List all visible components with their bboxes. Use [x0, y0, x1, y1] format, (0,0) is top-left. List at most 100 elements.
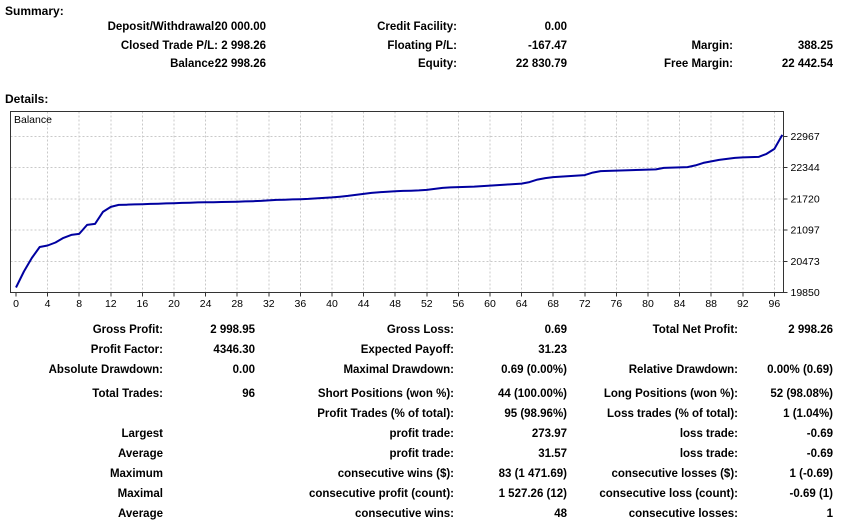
x-axis-label: 8 — [76, 298, 82, 310]
y-axis-label: 20473 — [791, 256, 820, 268]
balance-chart: 0 4 8 12 16 20 24 28 32 36 40 44 48 52 56 60 64 68 72 76 80 8… — [10, 111, 820, 310]
x-axis-label: 12 — [105, 298, 117, 310]
x-axis-label: 68 — [547, 298, 559, 310]
stat-label: consecutive loss (count): — [599, 488, 738, 500]
summary-value: 22 830.79 — [515, 58, 567, 70]
stat-label: Absolute Drawdown: — [48, 364, 163, 376]
stat-label: Average — [118, 508, 163, 520]
stat-label: Average — [118, 448, 163, 460]
x-axis-label: 36 — [295, 298, 307, 310]
stat-value: 273.97 — [531, 428, 567, 440]
stat-label: consecutive wins: — [354, 508, 454, 520]
x-axis-label: 0 — [13, 298, 19, 310]
x-axis-label: 24 — [200, 298, 212, 310]
stat-value: 52 (98.08%) — [770, 388, 833, 400]
stat-value: -0.69 (1) — [789, 488, 833, 500]
stat-row: Maximum consecutive wins ($): 83 (1 471.69… — [0, 468, 848, 482]
x-axis-label: 20 — [168, 298, 180, 310]
summary-label: Equity: — [418, 58, 457, 70]
stat-label: Profit Trades (% of total): — [317, 408, 454, 420]
stat-label: Maximal Drawdown: — [343, 364, 454, 376]
stat-row: Absolute Drawdown: 0.00 Maximal Drawdown: 0… — [0, 364, 848, 378]
stat-value: -0.69 — [806, 448, 833, 460]
chart-series-label: Balance — [14, 114, 52, 126]
summary-label: Floating P/L: — [387, 39, 457, 52]
stat-value: 1 (-0.69) — [789, 468, 833, 480]
chart-border — [10, 111, 784, 293]
stat-label: Gross Profit: — [92, 324, 163, 336]
stat-row: Average consecutive wins: 48 consecutive lo… — [0, 508, 848, 522]
stat-label: loss trade: — [679, 448, 738, 460]
stat-label: Expected Payoff: — [360, 344, 454, 356]
stat-label: profit trade: — [389, 428, 454, 440]
summary-value: 388.25 — [797, 39, 833, 52]
stat-label: Short Positions (won %): — [317, 388, 454, 400]
stat-value: 83 (1 471.69) — [498, 468, 567, 480]
stat-label: consecutive losses: — [628, 508, 738, 520]
summary-row: Deposit/Withdrawal: 20 000.00 Credit Facil… — [0, 21, 848, 35]
stat-label: consecutive losses ($): — [611, 468, 738, 480]
x-axis-label: 52 — [421, 298, 433, 310]
details-title: Details: — [5, 92, 49, 106]
stat-row: Average profit trade: 31.57 loss trade: -0.6… — [0, 448, 848, 462]
y-axis-label: 21720 — [791, 193, 820, 205]
stat-value: 96 — [242, 388, 255, 400]
summary-label: Credit Facility: — [377, 21, 457, 33]
stat-value: 1 527.26 (12) — [498, 488, 567, 500]
stat-value: 31.57 — [538, 448, 567, 460]
summary-value: 20 000.00 — [214, 21, 266, 33]
stat-value: 2 998.95 — [210, 324, 255, 336]
x-axis-label: 84 — [674, 298, 686, 310]
stat-label: profit trade: — [389, 448, 454, 460]
stat-value: 4346.30 — [213, 344, 255, 356]
stat-row: Profit Factor: 4346.30 Expected Payoff: 31.… — [0, 344, 848, 358]
stat-label: Relative Drawdown: — [628, 364, 738, 376]
stat-label: Gross Loss: — [386, 324, 454, 336]
x-axis-label: 92 — [737, 298, 749, 310]
stat-label: loss trade: — [679, 428, 738, 440]
stat-row: Gross Profit: 2 998.95 Gross Loss: 0.69 Tota… — [0, 324, 848, 338]
stat-label: Total Net Profit: — [652, 324, 738, 336]
stat-row: Total Trades: 96 Short Positions (won %): 4… — [0, 388, 848, 402]
summary-value: 0.00 — [544, 21, 567, 33]
stat-label: Maximal — [117, 488, 163, 500]
x-axis-label: 44 — [358, 298, 370, 310]
summary-label: Balance: — [170, 58, 218, 70]
summary-label: Deposit/Withdrawal: — [107, 21, 218, 33]
summary-value: 22 998.26 — [214, 58, 266, 70]
x-axis-label: 76 — [611, 298, 623, 310]
x-axis-label: 40 — [326, 298, 338, 310]
y-axis-label: 19850 — [791, 287, 820, 299]
x-axis-label: 28 — [231, 298, 243, 310]
stat-label: Maximum — [109, 468, 163, 480]
stat-label: Largest — [121, 428, 163, 440]
stat-label: Long Positions (won %): — [603, 388, 738, 400]
summary-label: Free Margin: — [663, 58, 733, 70]
stat-value: 95 (98.96%) — [504, 408, 567, 420]
stat-value: 0.69 — [544, 324, 567, 336]
summary-value: 2 998.26 — [221, 39, 266, 52]
x-axis-label: 56 — [453, 298, 465, 310]
stat-label: Total Trades: — [92, 388, 163, 400]
stat-value: 1 — [826, 508, 833, 520]
stat-row: Maximal consecutive profit (count): 1 527.… — [0, 488, 848, 502]
x-axis-label: 80 — [642, 298, 654, 310]
y-axis-label: 22344 — [791, 162, 820, 174]
summary-label: Margin: — [691, 39, 733, 52]
x-axis-label: 64 — [516, 298, 528, 310]
stat-value: 31.23 — [538, 344, 567, 356]
summary-value: -167.47 — [527, 39, 567, 52]
stat-value: 0.00 — [232, 364, 255, 376]
stat-label: consecutive profit (count): — [308, 488, 454, 500]
x-axis-label: 96 — [769, 298, 781, 310]
stat-value: 44 (100.00%) — [497, 388, 567, 400]
stat-value: 1 (1.04%) — [783, 408, 833, 420]
stat-value: 0.00% (0.69) — [767, 364, 833, 376]
summary-row: Balance: 22 998.26 Equity: 22 830.79 Free Ma… — [0, 58, 848, 72]
balance-line — [15, 134, 784, 288]
summary-value: 22 442.54 — [781, 58, 833, 70]
y-axis-label: 21097 — [791, 225, 820, 237]
stat-value: -0.69 — [806, 428, 833, 440]
stat-value: 48 — [554, 508, 567, 520]
stat-value: 0.69 (0.00%) — [501, 364, 567, 376]
